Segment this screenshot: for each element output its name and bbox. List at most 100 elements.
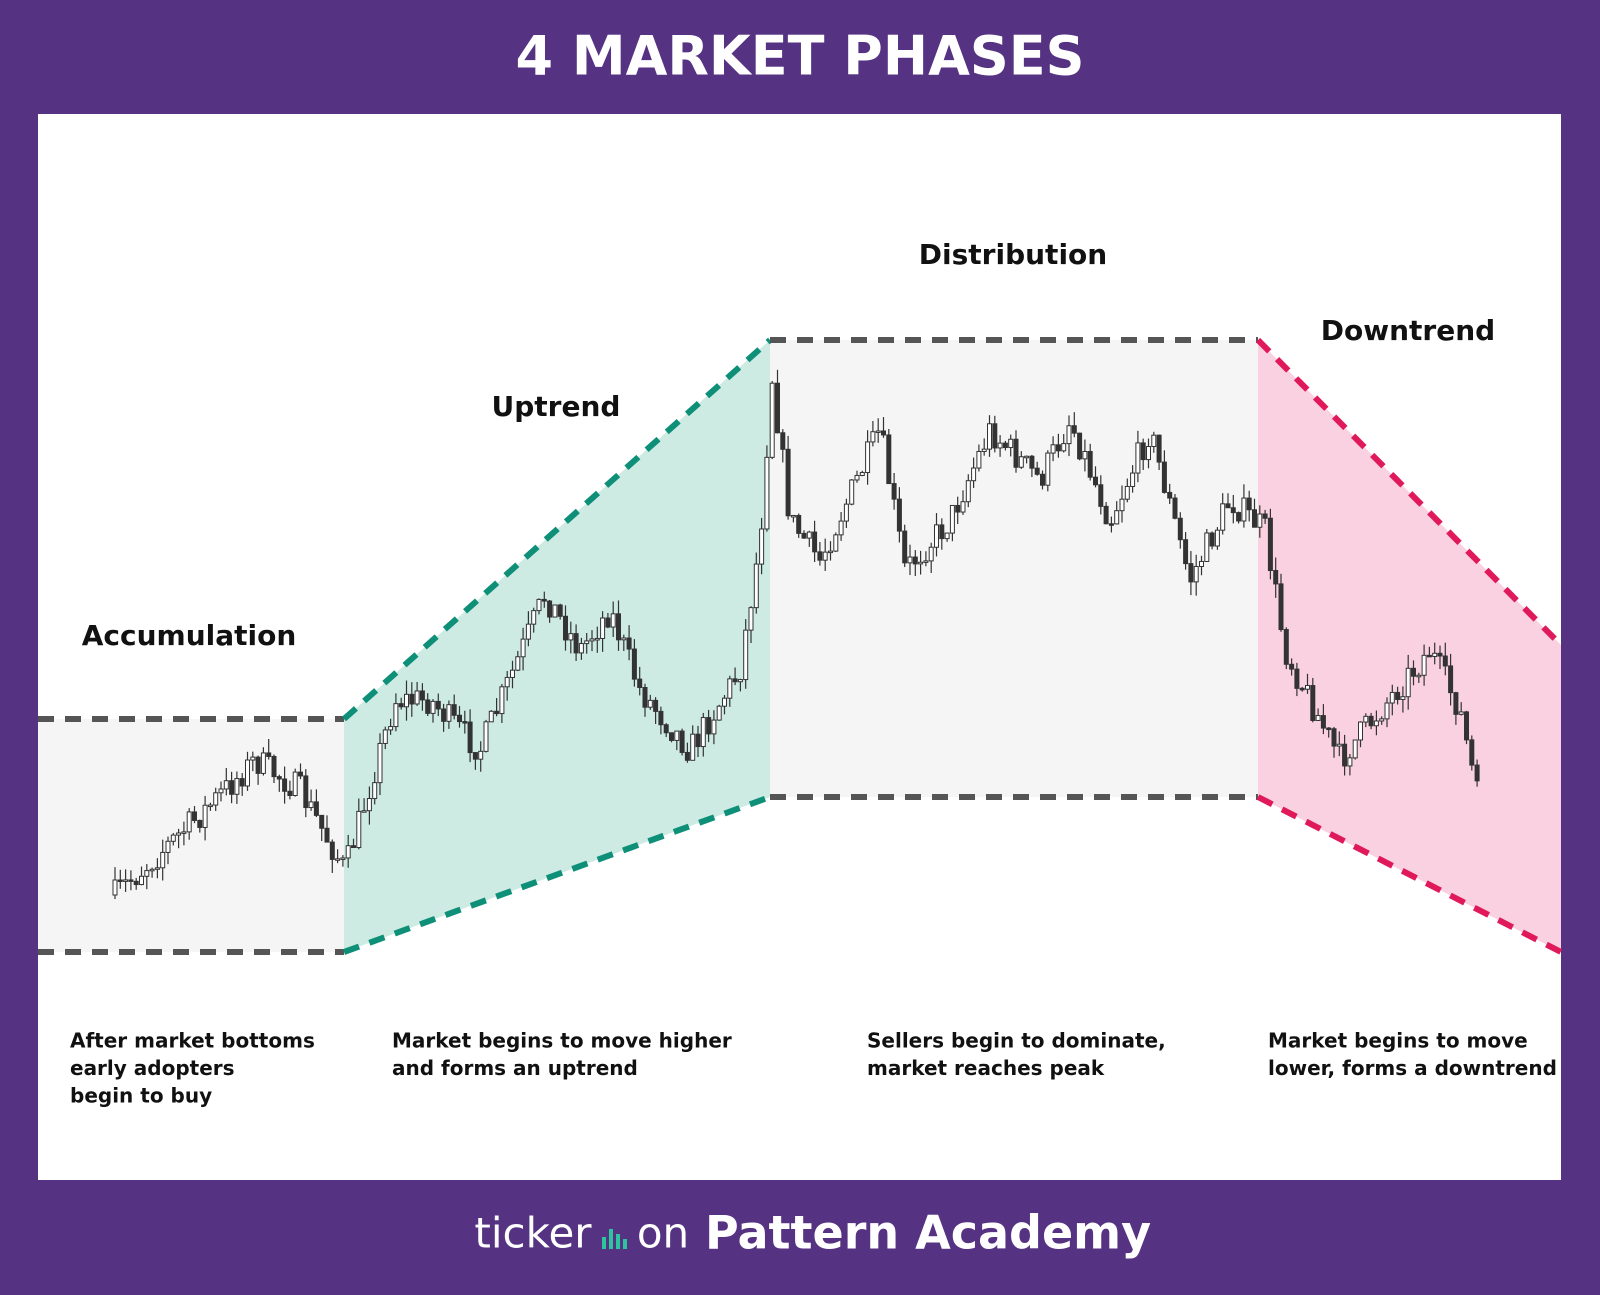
candle-body <box>610 613 616 628</box>
phase-description: lower, forms a downtrend <box>1268 1056 1557 1080</box>
candle-body <box>1458 711 1464 715</box>
candle-body <box>303 775 309 809</box>
candle-body <box>276 776 282 780</box>
candle-body <box>1204 532 1210 562</box>
candle-body <box>494 710 500 715</box>
candle-body <box>1034 467 1040 475</box>
candle-body <box>589 638 595 642</box>
candle-body <box>1024 455 1030 459</box>
candle-body <box>377 742 383 784</box>
candle-body <box>1384 702 1390 720</box>
candle-body <box>207 804 213 808</box>
candle-body <box>308 801 314 809</box>
distribution-zone <box>770 340 1258 797</box>
downtrend-zone <box>1258 340 1561 952</box>
candle-body <box>425 699 431 714</box>
candle-body <box>1050 444 1056 454</box>
candle-body <box>382 729 388 744</box>
candle-body <box>1045 452 1051 486</box>
phase-label: Distribution <box>919 238 1107 271</box>
candle-body <box>1066 425 1072 445</box>
candle-body <box>462 721 468 724</box>
candle-body <box>679 730 685 753</box>
candle-body <box>451 704 457 716</box>
candle-body <box>1342 743 1348 767</box>
candle-body <box>388 726 394 731</box>
candle-body <box>351 845 356 849</box>
candle-body <box>467 721 473 754</box>
candle-body <box>441 708 447 722</box>
candle-body <box>716 705 722 721</box>
candle-body <box>1177 517 1183 541</box>
candle-body <box>1389 691 1395 704</box>
candle-body <box>446 704 452 722</box>
candle-body <box>1395 691 1401 700</box>
candle-body <box>669 732 674 741</box>
candle-body <box>1236 512 1242 522</box>
candle-body <box>780 432 786 450</box>
candle-body <box>536 598 542 612</box>
candle-body <box>483 721 489 752</box>
phase-label: Uptrend <box>492 390 621 423</box>
candle-body <box>1400 696 1406 700</box>
phase-description: Sellers begin to dominate, <box>867 1029 1166 1053</box>
candle-body <box>775 382 780 434</box>
icon-bar <box>602 1237 606 1249</box>
candle-body <box>870 431 876 443</box>
candle-body <box>552 604 558 618</box>
candle-body <box>1209 532 1215 547</box>
brand-icon <box>602 1229 627 1249</box>
candle-body <box>520 638 526 658</box>
title: 4 MARKET PHASES <box>515 25 1084 88</box>
candle-body <box>1336 743 1342 747</box>
candle-body <box>366 798 372 812</box>
candle-body <box>812 531 818 553</box>
candle-body <box>759 528 765 565</box>
candle-body <box>631 648 637 680</box>
boundary <box>342 337 772 722</box>
candle-body <box>128 879 134 882</box>
candle-body <box>616 613 621 641</box>
candle-body <box>525 623 531 640</box>
candle-body <box>1352 739 1358 759</box>
candle-body <box>510 669 515 678</box>
candle-body <box>192 811 197 821</box>
candle-body <box>886 434 892 485</box>
candle-body <box>404 693 409 708</box>
candle-body <box>133 880 139 886</box>
candle-body <box>356 810 362 849</box>
candle-body <box>997 442 1003 449</box>
candle-body <box>1114 510 1120 525</box>
candle-body <box>176 832 182 836</box>
candle-body <box>1326 727 1332 731</box>
candle-body <box>165 840 171 853</box>
candle-body <box>1368 715 1374 727</box>
candle-body <box>764 456 770 530</box>
candle-body <box>112 879 118 896</box>
candle-body <box>944 532 950 540</box>
candle-body <box>1188 563 1194 583</box>
candle-body <box>329 841 335 860</box>
candle-body <box>1055 444 1061 452</box>
candle-body <box>875 430 881 433</box>
candle-body <box>727 678 733 699</box>
boundary <box>342 794 772 955</box>
candle-body <box>255 756 261 774</box>
candle-body <box>457 714 462 723</box>
candle-body <box>626 637 632 650</box>
candle-body <box>785 448 791 517</box>
candle-body <box>430 700 436 714</box>
candle-body <box>1262 513 1268 519</box>
candle-body <box>1358 721 1363 741</box>
candle-body <box>1156 434 1162 463</box>
boundary <box>1255 337 1564 648</box>
candle-body <box>1257 513 1263 528</box>
candle-body <box>1448 665 1454 694</box>
candle-body <box>1108 523 1114 526</box>
phase-label: Downtrend <box>1321 314 1495 347</box>
candle-body <box>706 717 712 735</box>
candle-body <box>181 831 187 834</box>
phase-description: market reaches peak <box>867 1056 1105 1080</box>
candle-body <box>1464 711 1469 741</box>
candle-body <box>912 556 918 565</box>
